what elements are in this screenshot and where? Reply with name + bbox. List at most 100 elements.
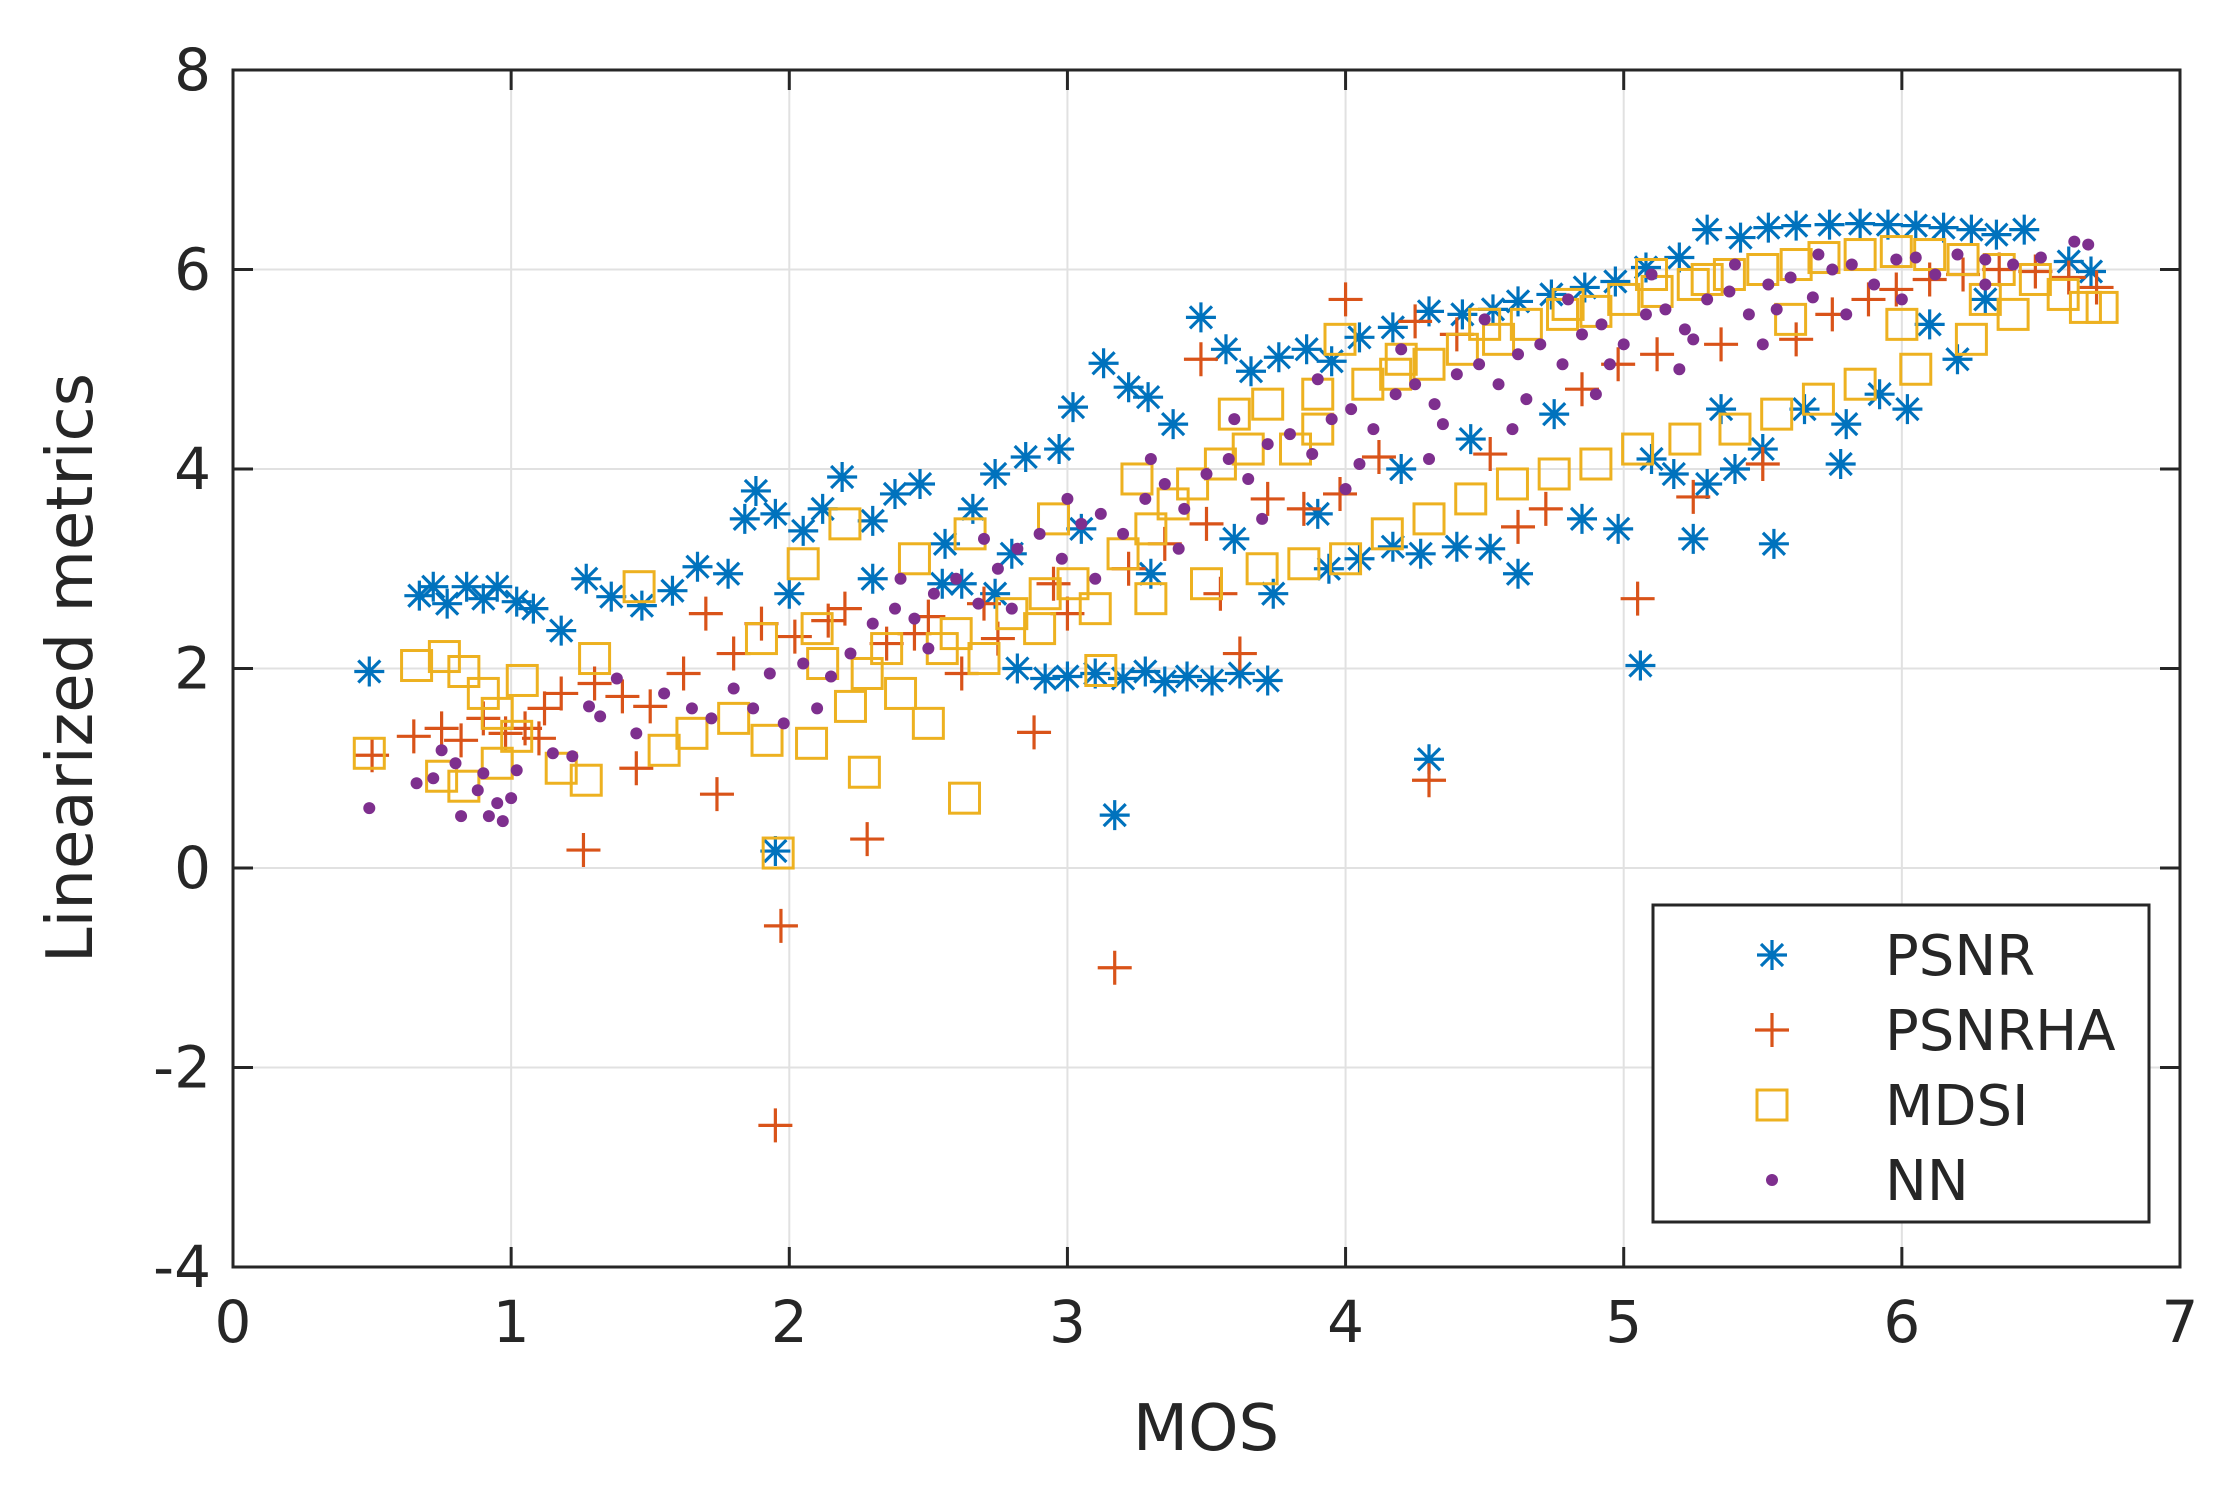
psnr-point	[1536, 279, 1567, 310]
mdsi-point	[1037, 502, 1071, 536]
mdsi-point	[939, 617, 973, 651]
mdsi-point	[1509, 307, 1543, 341]
psnr-point	[418, 571, 449, 602]
nn-point	[1061, 492, 1074, 505]
psnrha-point	[1222, 636, 1257, 671]
axis-ticks: 0 1 2 3 4 5 6 7 -4 -2 0 2 4 6 8	[153, 36, 2198, 1356]
mdsi-point	[1023, 612, 1057, 646]
x-tick-label: 2	[771, 1288, 808, 1356]
psnr-point	[957, 493, 988, 524]
psnr-point	[1503, 286, 1534, 317]
nn-point	[594, 710, 607, 723]
y-tick-label: 6	[174, 236, 211, 304]
psnr-point	[1080, 658, 1111, 689]
mdsi-point	[847, 755, 881, 789]
psnr-point	[501, 586, 532, 617]
mdsi-point	[1879, 235, 1913, 269]
mdsi-point	[352, 736, 386, 770]
mdsi-point	[1217, 397, 1251, 431]
nn-point	[894, 572, 907, 585]
series-psnrha	[355, 252, 2114, 1143]
nn-point	[888, 602, 901, 615]
mdsi-point	[1899, 352, 1933, 386]
mdsi-point	[1954, 322, 1988, 356]
nn-point	[1840, 308, 1853, 321]
nn-point	[1389, 388, 1402, 401]
nn-point	[797, 657, 810, 670]
y-tick-label: 2	[174, 635, 211, 703]
nn-point	[811, 702, 824, 715]
psnrha-point	[1017, 715, 1052, 750]
psnr-point	[1928, 212, 1959, 243]
psnr-point	[1956, 214, 1987, 245]
y-tick-label: 4	[174, 435, 211, 503]
legend-marker-psnrha	[1755, 1013, 1789, 1047]
psnrha-point	[1501, 509, 1536, 544]
mdsi-point	[1279, 432, 1313, 466]
legend-label-psnrha: PSNRHA	[1885, 999, 2116, 1064]
mdsi-point	[1329, 542, 1363, 576]
legend-box	[1651, 903, 2151, 1224]
nn-point	[1117, 527, 1130, 540]
psnr-point	[1224, 658, 1255, 689]
mdsi-point	[569, 763, 603, 797]
psnr-point	[1172, 661, 1203, 692]
psnr-point	[1753, 212, 1784, 243]
psnr-point	[1263, 342, 1294, 373]
psnr-point	[713, 558, 744, 589]
nn-point	[1556, 358, 1569, 371]
psnrha-point	[1779, 322, 1814, 357]
y-tick-label: -4	[153, 1233, 211, 1301]
legend-label-mdsi: MDSI	[1885, 1074, 2029, 1139]
psnr-point	[807, 493, 838, 524]
nn-point	[1534, 338, 1547, 351]
nn-point	[1158, 477, 1171, 490]
nn-point	[927, 587, 940, 600]
nn-point	[685, 702, 698, 715]
psnrha-point	[1851, 282, 1886, 317]
nn-point	[1806, 291, 1819, 304]
psnrha-point	[1189, 506, 1224, 541]
psnr-point	[1625, 650, 1656, 681]
psnr-point	[1475, 533, 1506, 564]
mdsi-point	[911, 706, 945, 740]
legend-label-psnr: PSNR	[1885, 924, 2035, 989]
mdsi-point	[1579, 447, 1613, 481]
nn-point	[866, 617, 879, 630]
legend-label-nn: NN	[1885, 1149, 1969, 1214]
psnrha-point	[666, 656, 701, 691]
psnr-point	[740, 475, 771, 506]
psnr-point	[905, 468, 936, 499]
psnr-point	[1133, 382, 1164, 413]
mdsi-point	[1635, 257, 1669, 291]
psnr-point	[1414, 744, 1445, 775]
psnr-point	[1344, 322, 1375, 353]
psnr-point	[1158, 409, 1189, 440]
nn-point	[630, 727, 643, 740]
mdsi-point	[1301, 412, 1335, 446]
nn-point	[1242, 472, 1255, 485]
psnr-point	[657, 575, 688, 606]
mdsi-point	[1231, 432, 1265, 466]
mdsi-point	[1607, 282, 1641, 316]
nn-point	[505, 792, 518, 805]
psnr-point	[857, 563, 888, 594]
nn-point	[1228, 413, 1241, 426]
psnr-point	[682, 551, 713, 582]
psnrha-point	[1183, 342, 1218, 377]
psnr-point	[1658, 458, 1689, 489]
nn-point	[844, 647, 857, 660]
mdsi-point	[1028, 577, 1062, 611]
nn-point	[1139, 492, 1152, 505]
psnr-point	[1831, 409, 1862, 440]
nn-point	[972, 597, 985, 610]
nn-point	[950, 572, 963, 585]
psnr-point	[1566, 503, 1597, 534]
nn-point	[2068, 235, 2081, 248]
nn-point	[1256, 512, 1269, 525]
psnrha-point	[1250, 481, 1285, 516]
mdsi-point	[786, 547, 820, 581]
legend-item-psnr: PSNR	[1757, 924, 2035, 989]
nn-point	[1409, 378, 1422, 391]
psnr-point	[1845, 208, 1876, 239]
